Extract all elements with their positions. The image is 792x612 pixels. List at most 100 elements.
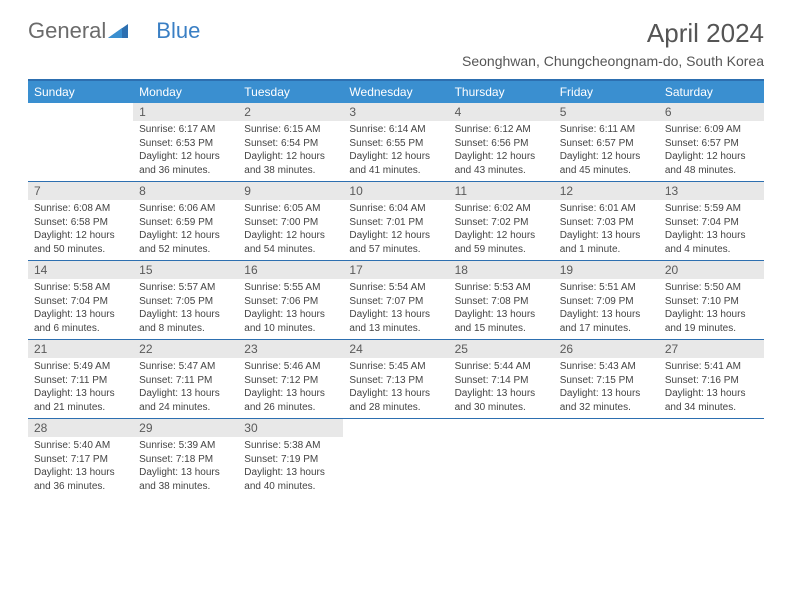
detail-line: Sunset: 6:59 PM: [139, 216, 232, 230]
detail-line: Daylight: 13 hours: [34, 387, 127, 401]
day-header: Friday: [554, 81, 659, 103]
detail-line: Sunset: 7:01 PM: [349, 216, 442, 230]
day-cell: 15Sunrise: 5:57 AMSunset: 7:05 PMDayligh…: [133, 261, 238, 339]
detail-line: and 21 minutes.: [34, 401, 127, 415]
detail-line: and 30 minutes.: [455, 401, 548, 415]
day-number: 14: [28, 261, 133, 279]
day-number: 15: [133, 261, 238, 279]
day-number: [449, 419, 554, 437]
day-details: Sunrise: 5:44 AMSunset: 7:14 PMDaylight:…: [449, 358, 554, 418]
detail-line: Sunset: 7:08 PM: [455, 295, 548, 309]
weeks-container: 1Sunrise: 6:17 AMSunset: 6:53 PMDaylight…: [28, 103, 764, 497]
location-text: Seonghwan, Chungcheongnam-do, South Kore…: [462, 53, 764, 69]
day-number: 8: [133, 182, 238, 200]
header: General Blue April 2024 Seonghwan, Chung…: [0, 0, 792, 75]
day-cell: 9Sunrise: 6:05 AMSunset: 7:00 PMDaylight…: [238, 182, 343, 260]
detail-line: Sunrise: 6:06 AM: [139, 202, 232, 216]
detail-line: and 17 minutes.: [560, 322, 653, 336]
day-number: 9: [238, 182, 343, 200]
day-header: Thursday: [449, 81, 554, 103]
detail-line: Sunrise: 5:43 AM: [560, 360, 653, 374]
day-number: 28: [28, 419, 133, 437]
detail-line: and 38 minutes.: [244, 164, 337, 178]
day-number: 26: [554, 340, 659, 358]
day-details: Sunrise: 5:47 AMSunset: 7:11 PMDaylight:…: [133, 358, 238, 418]
detail-line: and 26 minutes.: [244, 401, 337, 415]
day-details: Sunrise: 5:39 AMSunset: 7:18 PMDaylight:…: [133, 437, 238, 497]
detail-line: Daylight: 13 hours: [244, 308, 337, 322]
detail-line: Sunset: 7:00 PM: [244, 216, 337, 230]
detail-line: Daylight: 12 hours: [665, 150, 758, 164]
detail-line: Daylight: 13 hours: [34, 466, 127, 480]
day-cell: 24Sunrise: 5:45 AMSunset: 7:13 PMDayligh…: [343, 340, 448, 418]
detail-line: Sunrise: 5:44 AM: [455, 360, 548, 374]
detail-line: Sunrise: 6:17 AM: [139, 123, 232, 137]
logo-triangle-icon: [108, 18, 128, 44]
detail-line: and 43 minutes.: [455, 164, 548, 178]
day-details: Sunrise: 6:02 AMSunset: 7:02 PMDaylight:…: [449, 200, 554, 260]
detail-line: Sunrise: 5:57 AM: [139, 281, 232, 295]
day-number: 24: [343, 340, 448, 358]
detail-line: Sunset: 7:17 PM: [34, 453, 127, 467]
detail-line: Sunset: 7:10 PM: [665, 295, 758, 309]
detail-line: Sunrise: 6:12 AM: [455, 123, 548, 137]
day-details: Sunrise: 6:05 AMSunset: 7:00 PMDaylight:…: [238, 200, 343, 260]
detail-line: Sunset: 7:13 PM: [349, 374, 442, 388]
detail-line: and 52 minutes.: [139, 243, 232, 257]
detail-line: Sunrise: 6:14 AM: [349, 123, 442, 137]
detail-line: Daylight: 13 hours: [665, 229, 758, 243]
day-details: Sunrise: 6:09 AMSunset: 6:57 PMDaylight:…: [659, 121, 764, 181]
day-number: [28, 103, 133, 121]
detail-line: Daylight: 13 hours: [139, 387, 232, 401]
day-number: 20: [659, 261, 764, 279]
detail-line: Sunset: 7:11 PM: [139, 374, 232, 388]
detail-line: Sunset: 7:11 PM: [34, 374, 127, 388]
detail-line: Sunrise: 5:39 AM: [139, 439, 232, 453]
detail-line: Sunrise: 5:41 AM: [665, 360, 758, 374]
detail-line: and 8 minutes.: [139, 322, 232, 336]
day-cell: 3Sunrise: 6:14 AMSunset: 6:55 PMDaylight…: [343, 103, 448, 181]
day-number: 21: [28, 340, 133, 358]
detail-line: Daylight: 12 hours: [455, 229, 548, 243]
detail-line: and 57 minutes.: [349, 243, 442, 257]
detail-line: Daylight: 12 hours: [349, 150, 442, 164]
day-cell: 14Sunrise: 5:58 AMSunset: 7:04 PMDayligh…: [28, 261, 133, 339]
day-details: Sunrise: 5:46 AMSunset: 7:12 PMDaylight:…: [238, 358, 343, 418]
detail-line: Daylight: 12 hours: [349, 229, 442, 243]
day-number: 23: [238, 340, 343, 358]
detail-line: and 1 minute.: [560, 243, 653, 257]
detail-line: Sunrise: 5:58 AM: [34, 281, 127, 295]
day-cell: 6Sunrise: 6:09 AMSunset: 6:57 PMDaylight…: [659, 103, 764, 181]
detail-line: Sunrise: 5:38 AM: [244, 439, 337, 453]
detail-line: Sunrise: 6:11 AM: [560, 123, 653, 137]
detail-line: Daylight: 12 hours: [244, 229, 337, 243]
day-number: 4: [449, 103, 554, 121]
detail-line: Sunset: 6:54 PM: [244, 137, 337, 151]
detail-line: and 19 minutes.: [665, 322, 758, 336]
detail-line: and 34 minutes.: [665, 401, 758, 415]
detail-line: Sunrise: 5:40 AM: [34, 439, 127, 453]
detail-line: Sunrise: 6:08 AM: [34, 202, 127, 216]
day-details: Sunrise: 5:54 AMSunset: 7:07 PMDaylight:…: [343, 279, 448, 339]
empty-cell: [343, 419, 448, 497]
week-row: 28 Sunrise: 5:40 AMSunset: 7:17 PMDayligh…: [28, 419, 764, 497]
day-details: Sunrise: 6:08 AMSunset: 6:58 PMDaylight:…: [28, 200, 133, 260]
empty-cell: [28, 103, 133, 181]
detail-line: Sunrise: 6:05 AM: [244, 202, 337, 216]
day-cell: 23Sunrise: 5:46 AMSunset: 7:12 PMDayligh…: [238, 340, 343, 418]
detail-line: Sunrise: 5:53 AM: [455, 281, 548, 295]
day-number: 18: [449, 261, 554, 279]
empty-cell: [554, 419, 659, 497]
month-title: April 2024: [462, 18, 764, 49]
detail-line: Sunset: 6:58 PM: [34, 216, 127, 230]
day-cell: 4Sunrise: 6:12 AMSunset: 6:56 PMDaylight…: [449, 103, 554, 181]
logo: General Blue: [28, 18, 200, 44]
day-cell: 13Sunrise: 5:59 AMSunset: 7:04 PMDayligh…: [659, 182, 764, 260]
detail-line: Daylight: 12 hours: [34, 229, 127, 243]
day-cell: 5Sunrise: 6:11 AMSunset: 6:57 PMDaylight…: [554, 103, 659, 181]
detail-line: Sunset: 6:56 PM: [455, 137, 548, 151]
detail-line: and 13 minutes.: [349, 322, 442, 336]
detail-line: and 6 minutes.: [34, 322, 127, 336]
detail-line: and 32 minutes.: [560, 401, 653, 415]
day-number: 10: [343, 182, 448, 200]
